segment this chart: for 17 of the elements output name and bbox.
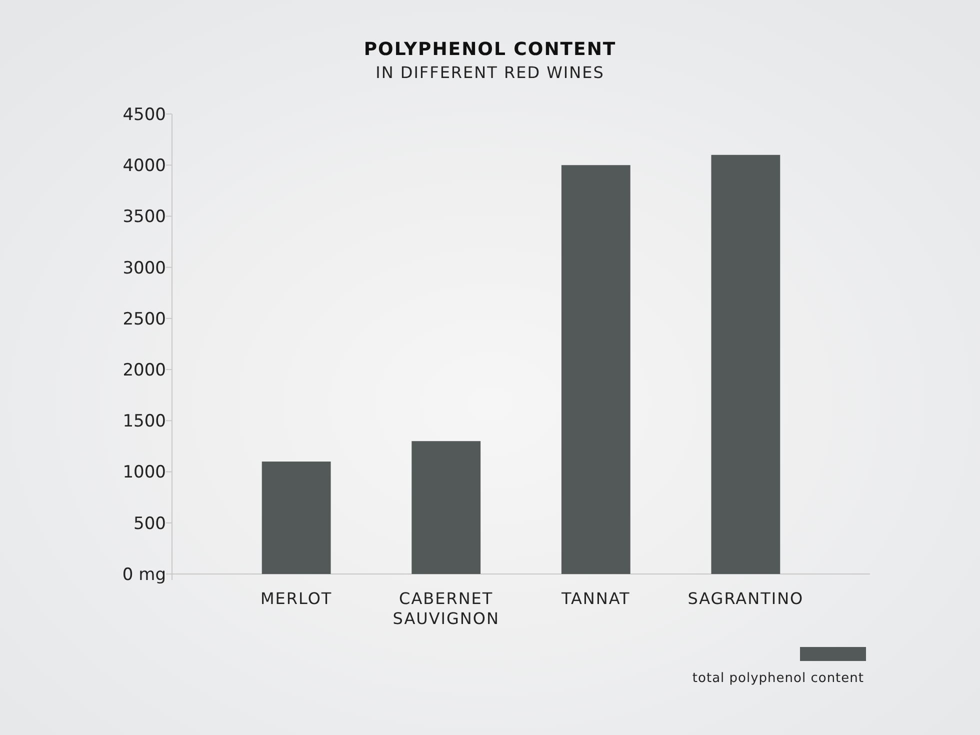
chart-title: POLYPHENOL CONTENT (364, 39, 616, 60)
y-tick-label: 0 mg (122, 564, 166, 585)
x-tick-label: CABERNET SAUVIGNON (392, 589, 500, 628)
chart-subtitle: IN DIFFERENT RED WINES (376, 63, 604, 82)
y-tick-label: 3500 (122, 207, 166, 228)
y-tick-label: 2000 (122, 360, 166, 381)
y-tick-label: 1500 (122, 412, 166, 432)
y-tick-label: 4500 (122, 104, 166, 125)
y-tick-label: 1000 (122, 462, 166, 483)
y-tick-label: 2500 (122, 309, 166, 330)
text: total polyphenol content (692, 671, 864, 686)
y-tick-label: 500 (134, 514, 166, 534)
y-tick-label: 4000 (122, 156, 166, 176)
y-tick-label: 3000 (122, 258, 166, 278)
x-tick-label: SAGRANTINO (688, 589, 804, 608)
x-tick-label: MERLOT (260, 589, 332, 608)
x-tick-label: TANNAT (560, 589, 630, 608)
